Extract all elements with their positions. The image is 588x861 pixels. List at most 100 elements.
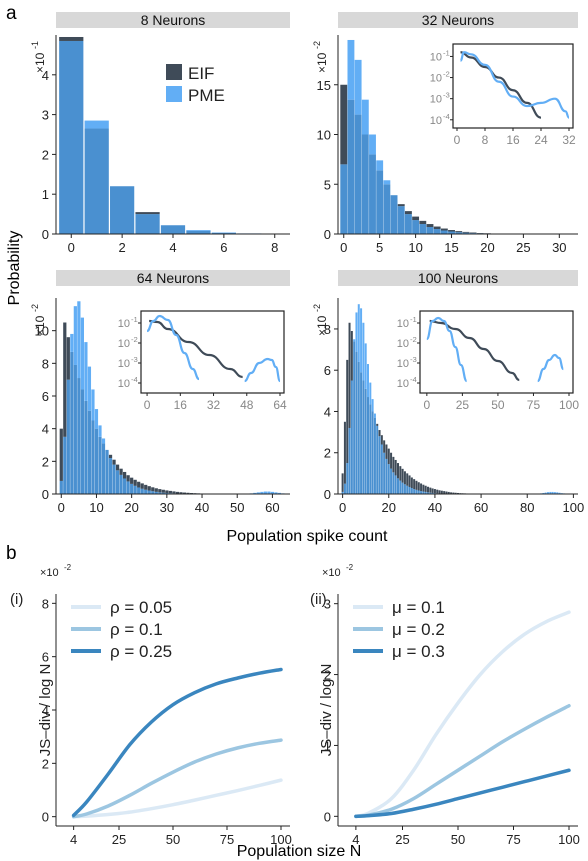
inset-x-tick-label-p100: 100 — [559, 398, 579, 412]
y-tick-label-bi: 8 — [42, 596, 49, 611]
inset-y-tick-label-p32: 10 -3 — [430, 91, 450, 106]
bar-overlap-p64-8 — [87, 410, 92, 494]
x-tick-label-p32: 5 — [376, 240, 383, 255]
bar-overlap-p100-9 — [362, 380, 365, 494]
bar-overlap-p100-7 — [357, 361, 360, 494]
bar-pme-p8-5 — [186, 230, 211, 231]
x-tick-label-p32: 20 — [480, 240, 494, 255]
inset-y-tick-label-p32-exp: -4 — [443, 112, 451, 121]
x-axis-title-a: Population spike count — [227, 528, 389, 545]
inset-y-tick-label-p64-exp: -1 — [131, 315, 138, 324]
bar-overlap-p64-6 — [80, 389, 85, 494]
title-strip-p64 — [56, 270, 290, 286]
bar-eif-p32-12 — [426, 224, 434, 228]
x-tick-label-p8: 2 — [119, 240, 126, 255]
bar-eif-p64-27 — [154, 488, 158, 492]
bar-eif-p100-37 — [426, 486, 430, 493]
bar-pme-p64-59 — [267, 491, 271, 494]
bar-overlap-p100-11 — [366, 397, 370, 494]
x-tick-label-p64: 40 — [195, 500, 209, 515]
bar-pme-p64-58 — [263, 491, 267, 494]
line-chart-bii: 4 25 50 75 100 0 1 2 3(ii) JS–div / log N ×10 -2 μ =… — [310, 563, 580, 847]
bar-eif-p100-41 — [436, 489, 439, 494]
bar-eif-p100-34 — [420, 483, 423, 492]
inset-x-tick-label-p32: 24 — [534, 133, 548, 147]
inset-y-tick-label-p64-base: 10 — [118, 318, 130, 330]
x-tick-label-p64: 50 — [230, 500, 244, 515]
multiplier-p8-exp: -1 — [30, 41, 40, 49]
bar-pme-p100-87 — [542, 492, 545, 494]
x-tick-label-bi: 75 — [220, 832, 234, 847]
bar-overlap-p64-3 — [70, 351, 74, 494]
bar-overlap-p32-4 — [369, 154, 376, 234]
bar-overlap-p100-6 — [355, 351, 358, 494]
inset-y-tick-label-p64-exp: -3 — [131, 355, 138, 364]
bar-overlap-p64-0 — [59, 480, 63, 494]
bar-overlap-p100-31 — [413, 489, 416, 494]
bar-eif-p100-30 — [410, 477, 413, 489]
x-tick-label-bi: 25 — [112, 832, 126, 847]
inset-y-tick-label-p100: 10 -1 — [397, 315, 417, 330]
legend-label-bi-2: ρ = 0.25 — [110, 642, 172, 661]
bar-overlap-p100-35 — [422, 491, 425, 494]
bar-overlap-p64-22 — [137, 487, 141, 494]
inset-x-tick-label-p100: 50 — [491, 398, 505, 412]
bar-pme-p100-92 — [553, 492, 556, 494]
y-tick-label-p32: 5 — [324, 177, 331, 192]
sub-label-bi: (i) — [10, 591, 23, 608]
bar-eif-p100-32 — [415, 480, 418, 490]
x-tick-label-bi: 100 — [270, 832, 292, 847]
bar-eif-p64-34 — [179, 492, 183, 494]
bar-overlap-p32-8 — [397, 206, 405, 234]
multiplier-p100: ×10-2 — [312, 304, 329, 336]
bar-overlap-p64-14 — [108, 458, 113, 494]
series-line-bi-0 — [71, 778, 283, 819]
inset-y-tick-label-p100-base: 10 — [397, 318, 409, 330]
bar-eif-p64-2 — [66, 337, 70, 380]
y-tick-label-bii: 0 — [324, 809, 331, 824]
bar-eif-p32-10 — [412, 216, 420, 221]
x-tick-label-p64: 30 — [160, 500, 174, 515]
inset-y-tick-label-p32: 10 -2 — [430, 70, 450, 85]
inset-y-tick-label-p32-base: 10 — [430, 115, 442, 127]
title-strip-p100 — [338, 270, 578, 286]
series-line-bii-1 — [354, 703, 571, 819]
bar-eif-p32-8 — [397, 204, 405, 207]
bar-overlap-p100-2 — [346, 463, 349, 494]
bar-pme-p64-4 — [73, 306, 77, 365]
inset-y-tick-label-p100-exp: -3 — [410, 355, 417, 364]
bar-overlap-p32-5 — [376, 170, 384, 234]
x-tick-label-p32: 30 — [552, 240, 566, 255]
line-chart-bi: 4 25 50 75 100 0 2 4 6 8 (i) JS–div / log N ×10 -2 ρ =… — [10, 563, 292, 847]
inset-frame-p64 — [140, 310, 285, 394]
inset-y-tick-label-p64-base: 10 — [118, 378, 130, 390]
x-tick-label-p8: 0 — [68, 240, 75, 255]
bar-overlap-p100-5 — [353, 341, 356, 494]
bar-eif-p100-45 — [445, 491, 448, 494]
bar-eif-p64-30 — [165, 490, 169, 494]
inset-x-tick-label-p100: 75 — [527, 398, 541, 412]
y-tick-label-bi: 2 — [42, 756, 49, 771]
inset-x-tick-label-p100: 25 — [456, 398, 470, 412]
bar-pme-p100-93 — [556, 492, 559, 494]
bar-pme-p100-14 — [373, 413, 376, 418]
bar-pme-p100-10 — [364, 343, 367, 389]
bar-pme-p64-9 — [91, 389, 95, 421]
y-tick-label-bi: 0 — [42, 810, 49, 825]
bar-overlap-p64-19 — [126, 481, 130, 494]
bar-overlap-p32-16 — [455, 232, 463, 234]
x-tick-label-p100: 20 — [382, 500, 396, 515]
bar-eif-p32-18 — [469, 232, 477, 234]
legend-label-bi-0: ρ = 0.05 — [110, 598, 172, 617]
bar-eif-p100-17 — [380, 435, 383, 445]
inset-line-eif-p64-0 — [149, 319, 243, 379]
inset-y-tick-label-p64-base: 10 — [118, 338, 130, 350]
bar-pme-p100-89 — [546, 492, 550, 494]
bar-eif-p8-0 — [59, 36, 84, 41]
